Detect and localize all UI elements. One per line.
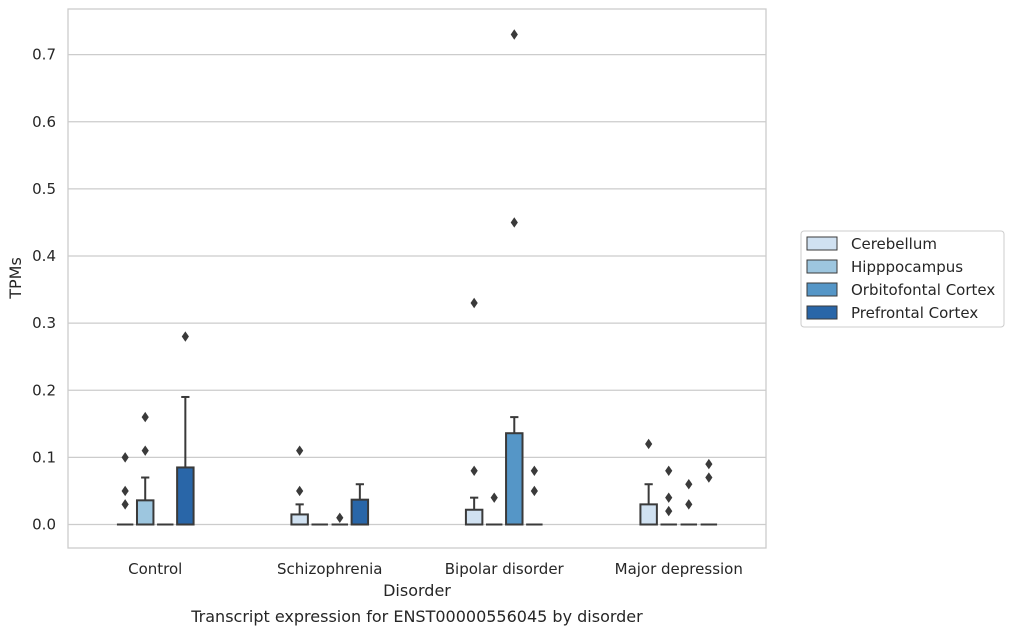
- outlier-point: [685, 479, 693, 490]
- box-hipppocampus: [135, 411, 155, 526]
- x-axis-title: Disorder: [383, 581, 451, 600]
- plot-frame: [67, 8, 767, 549]
- box-prefrontal-cortex: [350, 483, 370, 526]
- legend-label: Cerebellum: [851, 235, 937, 253]
- outlier-point: [685, 499, 693, 510]
- outlier-point: [665, 492, 673, 503]
- outlier-point: [141, 445, 149, 456]
- y-tick-label: 0.7: [32, 46, 56, 64]
- outlier-point: [181, 331, 189, 342]
- outlier-point: [530, 485, 538, 497]
- outlier-point: [336, 512, 344, 523]
- box-body: [135, 499, 155, 526]
- x-axis-ticks: Control Schizophrenia Bipolar disorder Majo…: [128, 560, 743, 578]
- y-tick-label: 0.5: [32, 180, 56, 198]
- box-body: [350, 498, 370, 526]
- box-body: [464, 508, 484, 526]
- box-hipppocampus: [660, 465, 677, 526]
- outlier-point: [121, 485, 129, 497]
- box-hipppocampus: [485, 492, 503, 526]
- legend-swatch: [806, 236, 838, 251]
- y-tick-label: 0.0: [32, 516, 56, 534]
- y-tick-label: 0.4: [32, 247, 56, 265]
- outlier-point: [121, 499, 129, 510]
- plot-area: [68, 9, 766, 548]
- outlier-point: [530, 465, 538, 477]
- y-axis-ticks: 0.0 0.1 0.2 0.3 0.4 0.5 0.6 0.7: [32, 46, 56, 534]
- box-prefrontal-cortex: [700, 458, 718, 526]
- chart-caption: Transcript expression for ENST0000055604…: [190, 607, 643, 626]
- box-body: [639, 503, 658, 526]
- legend-swatch: [806, 259, 838, 274]
- box-body: [505, 432, 524, 526]
- legend-label: Hipppocampus: [851, 258, 963, 276]
- box-groups: [116, 29, 718, 526]
- legend-frame: [800, 230, 1005, 328]
- y-tick-label: 0.1: [32, 448, 56, 466]
- x-tick-label: Major depression: [615, 560, 743, 578]
- outlier-point: [510, 29, 518, 40]
- x-tick-label: Schizophrenia: [277, 560, 382, 578]
- y-axis-title: TPMs: [6, 257, 25, 300]
- legend: Cerebellum Hipppocampus Orbitofontal Corte…: [800, 230, 1005, 328]
- legend-swatch: [806, 282, 838, 297]
- legend-swatch: [806, 305, 838, 320]
- box-orbitofontal-cortex: [680, 479, 698, 526]
- outlier-point: [665, 505, 673, 517]
- legend-label: Orbitofontal Cortex: [851, 281, 995, 299]
- box-cerebellum: [464, 297, 484, 526]
- outlier-point: [296, 485, 304, 497]
- outlier-point: [705, 458, 713, 470]
- outlier-point: [510, 217, 518, 228]
- box-cerebellum: [639, 438, 658, 526]
- outlier-point: [665, 465, 673, 477]
- box-orbitofontal-cortex: [505, 29, 524, 526]
- x-tick-label: Bipolar disorder: [445, 560, 565, 578]
- box-prefrontal-cortex: [526, 465, 543, 526]
- box-body: [176, 466, 195, 526]
- box-orbitofontal-cortex: [331, 512, 349, 526]
- box-body: [290, 513, 309, 526]
- box-cerebellum: [116, 452, 134, 526]
- outlier-point: [490, 492, 498, 503]
- outlier-point: [470, 465, 478, 477]
- outlier-point: [645, 438, 653, 450]
- box-prefrontal-cortex: [176, 331, 195, 526]
- outlier-point: [121, 452, 129, 463]
- outlier-point: [705, 472, 713, 483]
- y-tick-label: 0.2: [32, 381, 56, 399]
- box-cerebellum: [290, 445, 309, 526]
- y-tick-label: 0.6: [32, 113, 56, 131]
- outlier-point: [470, 297, 478, 309]
- x-tick-label: Control: [128, 560, 182, 578]
- y-tick-label: 0.3: [32, 314, 56, 332]
- outlier-point: [296, 445, 304, 456]
- outlier-point: [141, 411, 149, 423]
- legend-label: Prefrontal Cortex: [851, 304, 978, 322]
